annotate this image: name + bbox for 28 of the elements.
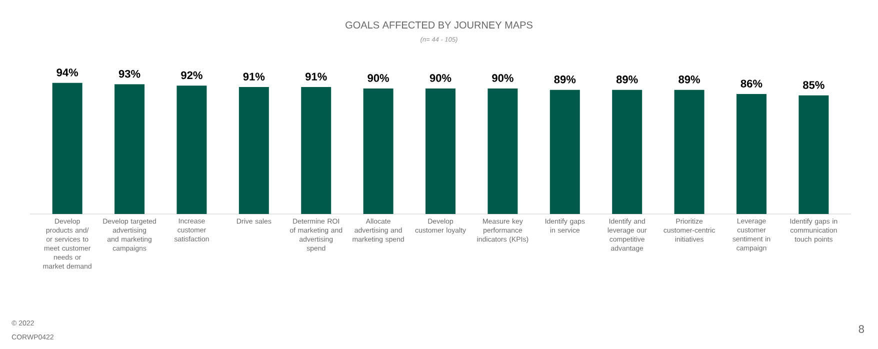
data-label: 91% (243, 72, 265, 81)
bar (52, 82, 82, 214)
bar (798, 95, 829, 214)
text: 8 (858, 325, 864, 333)
data-label: 90% (492, 74, 514, 82)
bar (674, 90, 704, 214)
data-label: 92% (181, 71, 202, 80)
chart-title: GOALS AFFECTED BY JOURNEY MAPS (346, 21, 532, 29)
data-label: 89% (616, 76, 638, 84)
bar (301, 87, 332, 214)
bar (426, 88, 456, 214)
data-label: 89% (554, 76, 576, 84)
data-label: 89% (678, 76, 700, 84)
data-label: 86% (740, 80, 762, 88)
bar (238, 87, 269, 214)
bar (363, 88, 394, 214)
data-label: 91% (305, 72, 327, 81)
bar (114, 84, 145, 214)
data-label: 90% (430, 74, 452, 82)
data-label: 85% (803, 81, 824, 89)
data-label: 90% (368, 74, 390, 82)
bar (736, 94, 766, 214)
data-label: 93% (118, 70, 140, 78)
data-label: 94% (56, 68, 78, 76)
bar (176, 86, 207, 214)
bar (612, 90, 642, 214)
bar (550, 90, 580, 214)
bar (488, 88, 518, 214)
